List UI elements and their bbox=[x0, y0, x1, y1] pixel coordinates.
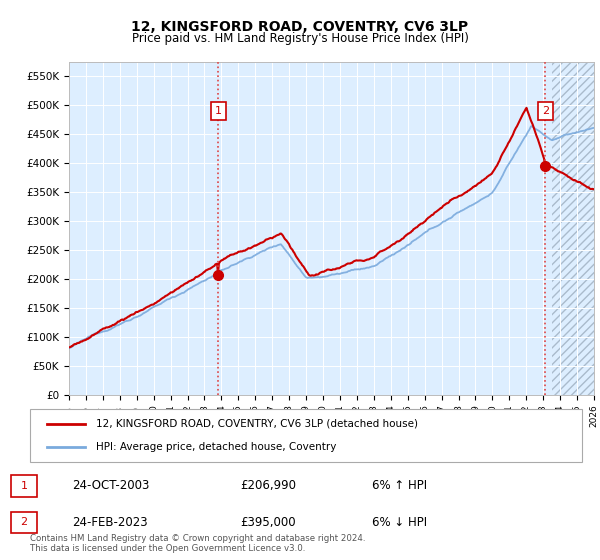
Text: £206,990: £206,990 bbox=[240, 479, 296, 492]
Text: 12, KINGSFORD ROAD, COVENTRY, CV6 3LP: 12, KINGSFORD ROAD, COVENTRY, CV6 3LP bbox=[131, 20, 469, 34]
Text: 2: 2 bbox=[20, 517, 28, 528]
Text: 6% ↑ HPI: 6% ↑ HPI bbox=[372, 479, 427, 492]
Text: 12, KINGSFORD ROAD, COVENTRY, CV6 3LP (detached house): 12, KINGSFORD ROAD, COVENTRY, CV6 3LP (d… bbox=[96, 419, 418, 429]
Text: HPI: Average price, detached house, Coventry: HPI: Average price, detached house, Cove… bbox=[96, 442, 337, 452]
Text: 24-OCT-2003: 24-OCT-2003 bbox=[72, 479, 149, 492]
Text: 1: 1 bbox=[20, 481, 28, 491]
Text: 24-FEB-2023: 24-FEB-2023 bbox=[72, 516, 148, 529]
Text: 6% ↓ HPI: 6% ↓ HPI bbox=[372, 516, 427, 529]
Text: Price paid vs. HM Land Registry's House Price Index (HPI): Price paid vs. HM Land Registry's House … bbox=[131, 32, 469, 45]
Text: Contains HM Land Registry data © Crown copyright and database right 2024.
This d: Contains HM Land Registry data © Crown c… bbox=[30, 534, 365, 553]
Text: £395,000: £395,000 bbox=[240, 516, 296, 529]
FancyBboxPatch shape bbox=[30, 409, 582, 462]
Text: 1: 1 bbox=[215, 106, 222, 116]
Text: 2: 2 bbox=[542, 106, 549, 116]
